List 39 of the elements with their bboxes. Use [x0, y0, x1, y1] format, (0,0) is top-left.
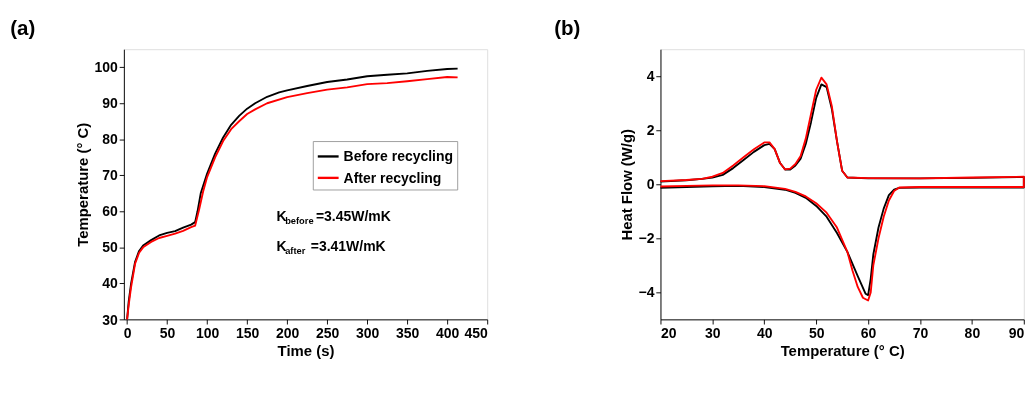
- x-tick-label: 50: [808, 324, 825, 341]
- y-tick-label: −4: [638, 284, 655, 301]
- x-tick-label: 300: [355, 324, 380, 341]
- legend-label: After recycling: [343, 169, 442, 186]
- y-tick-label: 30: [102, 311, 119, 328]
- y-axis-title: Heat Flow (W/g): [618, 128, 635, 241]
- y-tick-label: 40: [102, 275, 119, 292]
- x-axis-title: Time (s): [277, 343, 335, 360]
- y-tick-label: 70: [102, 167, 119, 184]
- x-tick-label: 20: [660, 324, 677, 341]
- chart-title: (a): [10, 16, 36, 40]
- y-tick-label: 100: [94, 59, 119, 76]
- x-tick-label: 250: [315, 324, 340, 341]
- x-tick-label: 200: [275, 324, 300, 341]
- y-tick-label: 0: [646, 176, 655, 193]
- y-tick-label: 60: [102, 203, 119, 220]
- x-tick-label: 90: [1008, 324, 1025, 341]
- y-axis-title: Temperature (° C): [75, 122, 92, 247]
- x-tick-label: 400: [436, 324, 460, 341]
- y-tick-label: 2: [646, 122, 655, 139]
- x-tick-label: 80: [964, 324, 981, 341]
- x-tick-label: 50: [159, 324, 176, 341]
- y-tick-label: 50: [102, 239, 119, 256]
- y-tick-label: −2: [638, 230, 655, 247]
- x-tick-label: 0: [123, 324, 132, 341]
- y-tick-label: 80: [102, 131, 119, 148]
- legend-label: Before recycling: [343, 148, 454, 165]
- x-tick-label: 60: [860, 324, 877, 341]
- x-tick-label: 40: [757, 324, 773, 341]
- x-tick-label: 30: [705, 324, 721, 341]
- x-tick-label: 350: [396, 324, 420, 341]
- y-tick-label: 4: [646, 68, 655, 85]
- x-tick-label: 450: [464, 324, 488, 341]
- x-axis-title: Temperature (° C): [780, 343, 905, 360]
- x-tick-label: 150: [235, 324, 260, 341]
- x-tick-label: 100: [195, 324, 220, 341]
- x-tick-label: 70: [912, 324, 929, 341]
- chart-title: (b): [554, 16, 581, 40]
- y-tick-label: 90: [102, 95, 119, 112]
